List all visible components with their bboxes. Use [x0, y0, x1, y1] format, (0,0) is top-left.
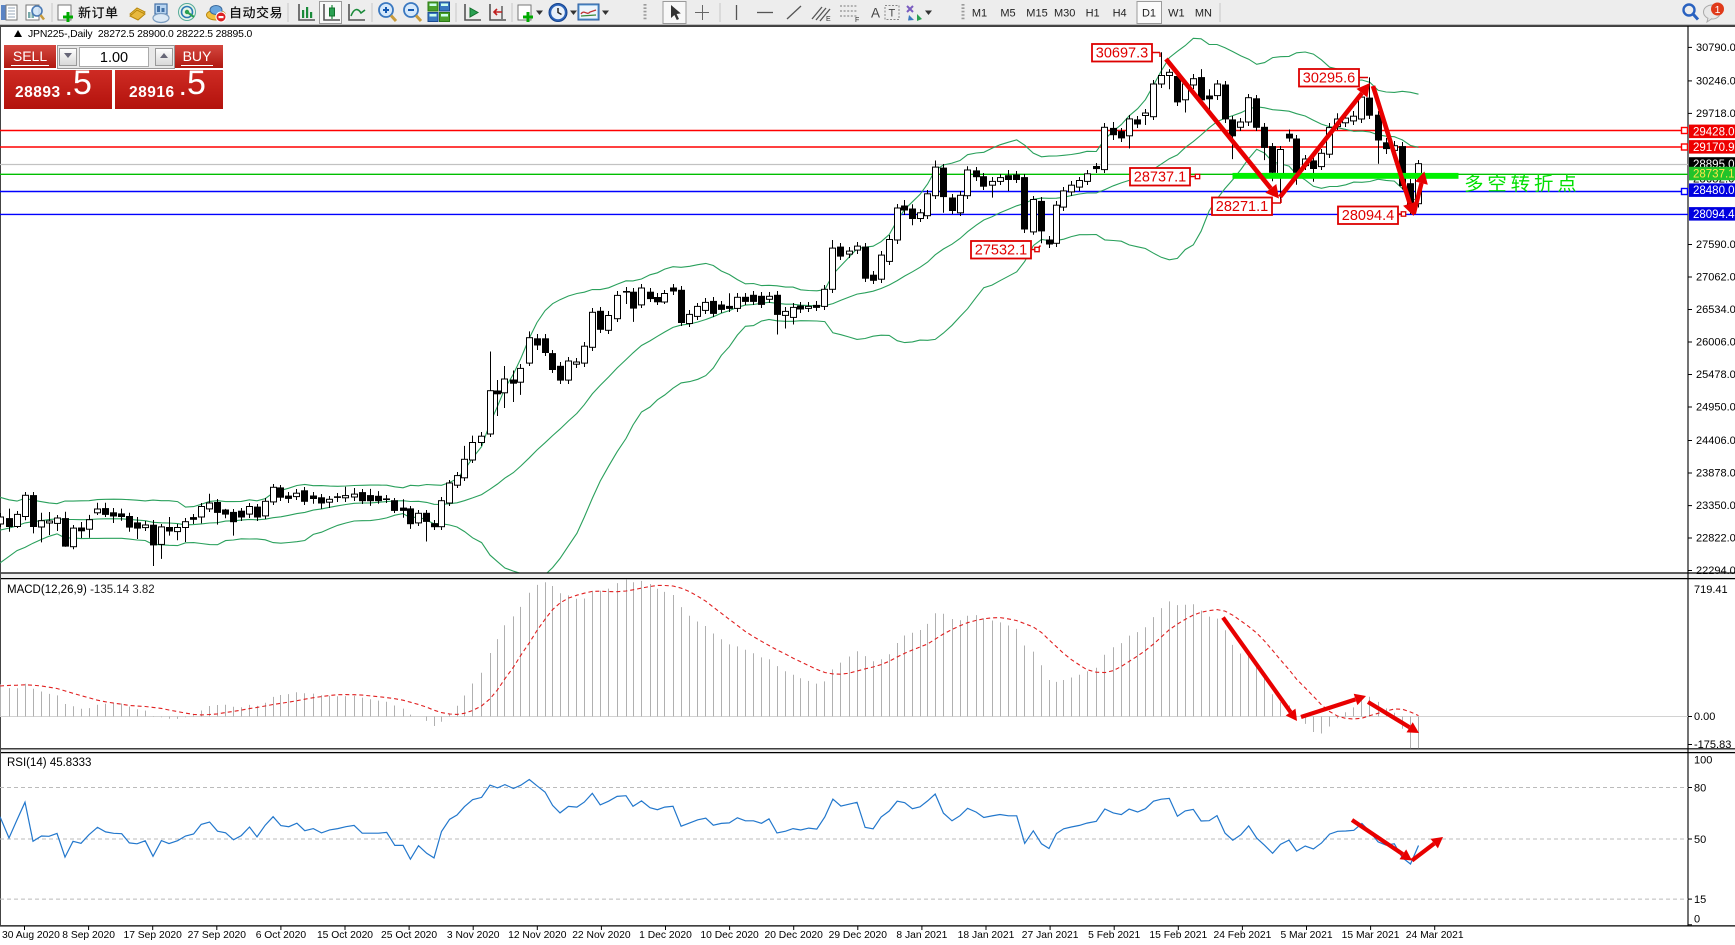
svg-text:MACD(12,26,9) -135.14 3.82: MACD(12,26,9) -135.14 3.82 — [7, 584, 155, 596]
svg-text:28271.1: 28271.1 — [1216, 199, 1268, 215]
svg-text:-175.83: -175.83 — [1694, 739, 1731, 751]
svg-text:24 Feb 2021: 24 Feb 2021 — [1213, 930, 1271, 941]
svg-text:M5: M5 — [1000, 8, 1015, 20]
svg-text:M30: M30 — [1054, 8, 1075, 20]
svg-text:26534.0: 26534.0 — [1696, 304, 1735, 316]
svg-text:20 Dec 2020: 20 Dec 2020 — [764, 930, 823, 941]
svg-text:27590.0: 27590.0 — [1696, 239, 1735, 251]
svg-text:18 Jan 2021: 18 Jan 2021 — [958, 930, 1015, 941]
svg-text:30246.0: 30246.0 — [1696, 76, 1735, 88]
svg-text:15 Mar 2021: 15 Mar 2021 — [1342, 930, 1400, 941]
svg-text:25 Oct 2020: 25 Oct 2020 — [381, 930, 437, 941]
svg-text:12 Nov 2020: 12 Nov 2020 — [508, 930, 567, 941]
svg-text:29170.9: 29170.9 — [1693, 142, 1735, 154]
svg-text:W1: W1 — [1168, 8, 1185, 20]
svg-text:27 Sep 2020: 27 Sep 2020 — [188, 930, 247, 941]
svg-text:8 Sep 2020: 8 Sep 2020 — [62, 930, 115, 941]
svg-text:25478.0: 25478.0 — [1696, 369, 1735, 381]
svg-text:22 Nov 2020: 22 Nov 2020 — [572, 930, 631, 941]
svg-text:24950.0: 24950.0 — [1696, 402, 1735, 414]
svg-text:80: 80 — [1694, 782, 1706, 794]
svg-text:23350.0: 23350.0 — [1696, 500, 1735, 512]
svg-text:27532.1: 27532.1 — [975, 243, 1027, 259]
svg-text:26006.0: 26006.0 — [1696, 337, 1735, 349]
svg-text:1 Dec 2020: 1 Dec 2020 — [639, 930, 692, 941]
svg-text:D1: D1 — [1142, 8, 1156, 20]
svg-text:719.41: 719.41 — [1694, 584, 1728, 596]
svg-text:27 Jan 2021: 27 Jan 2021 — [1022, 930, 1079, 941]
svg-text:F: F — [855, 17, 859, 24]
svg-text:23878.0: 23878.0 — [1696, 468, 1735, 480]
svg-text:22822.0: 22822.0 — [1696, 533, 1735, 545]
svg-text:30697.3: 30697.3 — [1096, 46, 1148, 62]
svg-text:22294.0: 22294.0 — [1696, 565, 1735, 577]
svg-text:29718.0: 29718.0 — [1696, 108, 1735, 120]
svg-text:28094.4: 28094.4 — [1342, 208, 1394, 224]
svg-text:T: T — [889, 8, 896, 20]
svg-text:8 Jan 2021: 8 Jan 2021 — [896, 930, 947, 941]
svg-text:RSI(14) 45.8333: RSI(14) 45.8333 — [7, 757, 91, 769]
svg-text:28094.4: 28094.4 — [1693, 209, 1735, 221]
svg-text:24 Mar 2021: 24 Mar 2021 — [1406, 930, 1464, 941]
svg-text:3 Nov 2020: 3 Nov 2020 — [447, 930, 500, 941]
svg-text:A: A — [871, 6, 880, 21]
svg-text:1: 1 — [1715, 4, 1721, 16]
svg-text:15 Oct 2020: 15 Oct 2020 — [317, 930, 373, 941]
svg-text:6 Oct 2020: 6 Oct 2020 — [256, 930, 307, 941]
svg-text:10 Dec 2020: 10 Dec 2020 — [700, 930, 759, 941]
svg-text:28737.1: 28737.1 — [1134, 170, 1186, 186]
svg-text:E: E — [826, 16, 831, 23]
svg-text:30790.0: 30790.0 — [1696, 42, 1735, 54]
svg-text:27062.0: 27062.0 — [1696, 272, 1735, 284]
svg-text:17 Sep 2020: 17 Sep 2020 — [123, 930, 182, 941]
svg-text:30295.6: 30295.6 — [1303, 71, 1355, 87]
svg-text:100: 100 — [1694, 755, 1712, 767]
svg-text:H1: H1 — [1086, 8, 1100, 20]
svg-text:30 Aug 2020: 30 Aug 2020 — [2, 930, 60, 941]
svg-text:29 Dec 2020: 29 Dec 2020 — [829, 930, 888, 941]
svg-text:MN: MN — [1195, 8, 1212, 20]
svg-text:5 Feb 2021: 5 Feb 2021 — [1088, 930, 1140, 941]
svg-text:15 Feb 2021: 15 Feb 2021 — [1149, 930, 1207, 941]
svg-text:28480.0: 28480.0 — [1693, 185, 1735, 197]
svg-text:0.00: 0.00 — [1694, 711, 1715, 723]
svg-text:24406.0: 24406.0 — [1696, 435, 1735, 447]
svg-text:50: 50 — [1694, 834, 1706, 846]
svg-text:15: 15 — [1694, 894, 1706, 906]
svg-text:0: 0 — [1694, 914, 1700, 926]
svg-text:28737.1: 28737.1 — [1693, 169, 1735, 181]
svg-text:29428.0: 29428.0 — [1693, 126, 1735, 138]
svg-text:M1: M1 — [972, 8, 987, 20]
svg-text:5 Mar 2021: 5 Mar 2021 — [1280, 930, 1332, 941]
svg-text:M15: M15 — [1026, 8, 1047, 20]
svg-text:H4: H4 — [1113, 8, 1127, 20]
